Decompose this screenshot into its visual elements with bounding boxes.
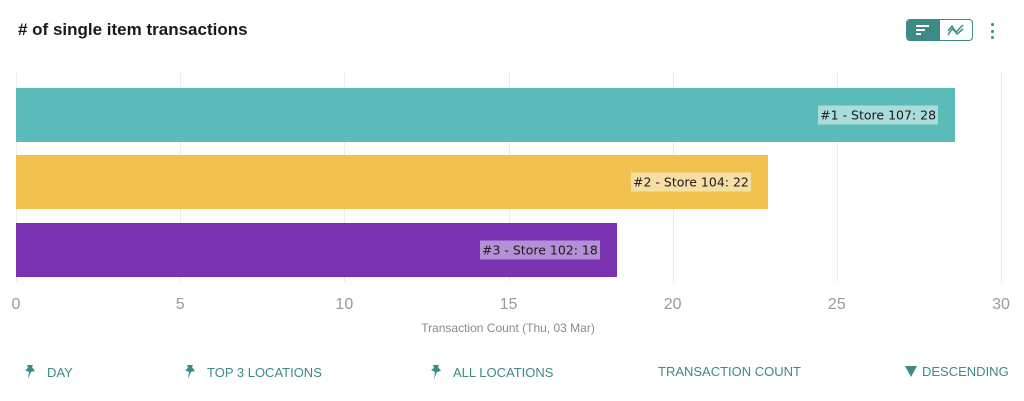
filter-label: ALL LOCATIONS xyxy=(453,364,554,380)
filter-label: DESCENDING xyxy=(922,364,1009,379)
pin-icon xyxy=(25,365,35,379)
sort-descending-triangle-icon xyxy=(905,366,917,377)
gridline xyxy=(1001,72,1002,282)
gridline xyxy=(836,72,838,282)
x-tick-label: 0 xyxy=(11,296,21,313)
filter-label: TOP 3 LOCATIONS xyxy=(207,364,322,380)
x-tick-label: 30 xyxy=(992,296,1010,313)
bar-chart-icon xyxy=(916,25,930,35)
chart-plot-area: #1 - Store 107: 28 #2 - Store 104: 22 #3 -… xyxy=(16,72,1002,282)
bar-value-label: #2 - Store 104: 22 xyxy=(631,172,751,192)
x-tick-label: 10 xyxy=(335,296,354,313)
x-tick-label: 25 xyxy=(827,296,846,313)
bar-value-label: #3 - Store 102: 18 xyxy=(479,240,600,260)
more-vertical-icon-dot xyxy=(990,29,994,33)
filter-label: TRANSACTION COUNT xyxy=(658,364,801,379)
chart-filter-bar: DAY TOP 3 LOCATIONS ALL LOCATIONS TRANSACTI… xyxy=(0,364,1024,382)
more-options-menu[interactable] xyxy=(986,21,998,41)
bar-2[interactable]: #2 - Store 104: 22 xyxy=(16,155,768,209)
x-tick-label: 5 xyxy=(175,296,185,313)
filter-day[interactable]: DAY xyxy=(24,364,73,380)
filter-transaction-count[interactable]: TRANSACTION COUNT xyxy=(658,364,801,379)
bar-chart-view-button[interactable] xyxy=(907,20,940,40)
bar-3[interactable]: #3 - Store 102: 18 xyxy=(16,223,617,277)
x-tick-label: 15 xyxy=(499,296,518,313)
more-vertical-icon-dot xyxy=(990,36,994,39)
filter-all-locations[interactable]: ALL LOCATIONS xyxy=(430,364,553,380)
chart-title: # of single item transactions xyxy=(18,20,248,39)
x-axis-label: Transaction Count (Thu, 03 Mar) xyxy=(421,321,595,335)
pin-icon xyxy=(185,365,195,379)
line-chart-icon xyxy=(947,24,964,36)
filter-descending[interactable]: DESCENDING xyxy=(905,364,1009,379)
pin-icon xyxy=(431,365,441,379)
filter-top-3-locations[interactable]: TOP 3 LOCATIONS xyxy=(184,364,322,380)
bar-value-label: #1 - Store 107: 28 xyxy=(818,105,939,125)
filter-label: DAY xyxy=(47,364,73,380)
more-vertical-icon xyxy=(990,23,994,26)
x-tick-label: 20 xyxy=(663,296,682,313)
bar-1[interactable]: #1 - Store 107: 28 xyxy=(16,88,956,142)
line-chart-view-button[interactable] xyxy=(940,20,973,40)
chart-view-toggle[interactable] xyxy=(906,19,973,41)
